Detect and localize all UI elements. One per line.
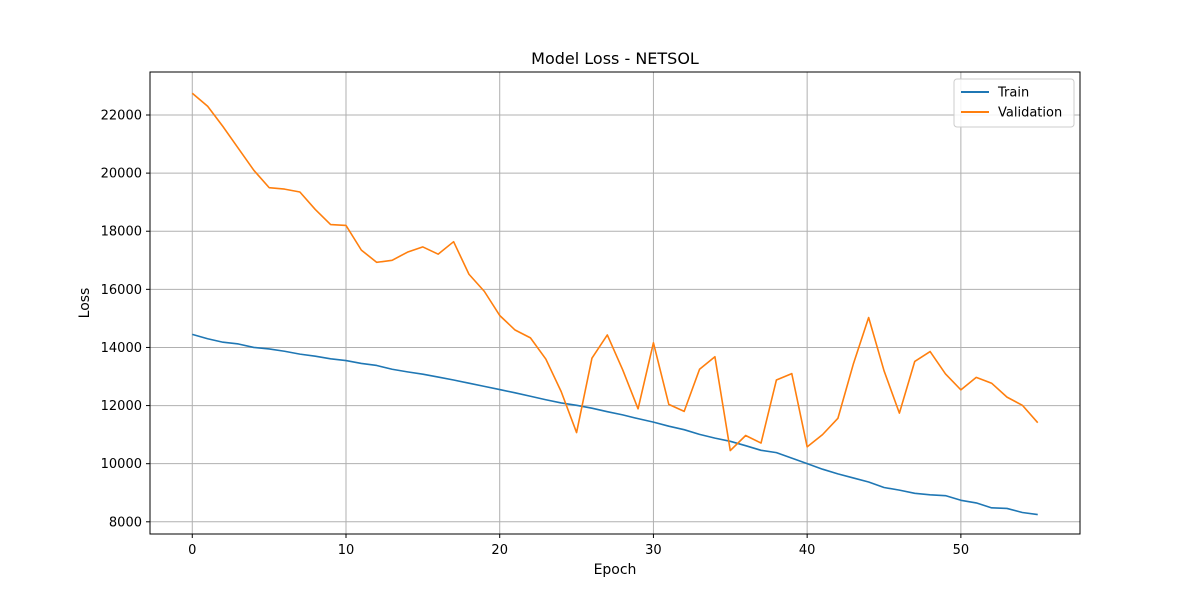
x-tick-label: 30	[645, 543, 662, 558]
y-tick-label: 16000	[101, 283, 142, 298]
y-axis-title: Loss	[77, 288, 93, 319]
y-tick-label: 12000	[101, 399, 142, 414]
x-tick-label: 0	[188, 543, 196, 558]
legend-label-validation: Validation	[998, 106, 1062, 121]
x-tick-label: 20	[491, 543, 508, 558]
y-tick-label: 20000	[101, 167, 142, 182]
legend-label-train: Train	[997, 86, 1029, 101]
grid-lines	[150, 72, 1080, 534]
y-tick-label: 18000	[101, 225, 142, 240]
x-tick-label: 50	[953, 543, 970, 558]
plot-frame	[149, 71, 1081, 535]
validation-loss-line	[191, 92, 1039, 452]
y-tick-label: 14000	[101, 341, 142, 356]
chart-title: Model Loss - NETSOL	[531, 49, 699, 68]
axis-ticks: 0 10 20 30 40 50 8000 10000 12000 14000 16000 18000…	[101, 109, 970, 558]
x-tick-label: 10	[338, 543, 355, 558]
series-lines	[191, 92, 1039, 516]
y-tick-label: 10000	[101, 457, 142, 472]
y-tick-label: 22000	[101, 109, 142, 124]
x-tick-label: 40	[799, 543, 816, 558]
x-axis-title: Epoch	[594, 562, 637, 578]
y-tick-label: 8000	[109, 515, 142, 530]
train-loss-line	[192, 333, 1038, 516]
legend: Train Validation	[953, 78, 1075, 128]
